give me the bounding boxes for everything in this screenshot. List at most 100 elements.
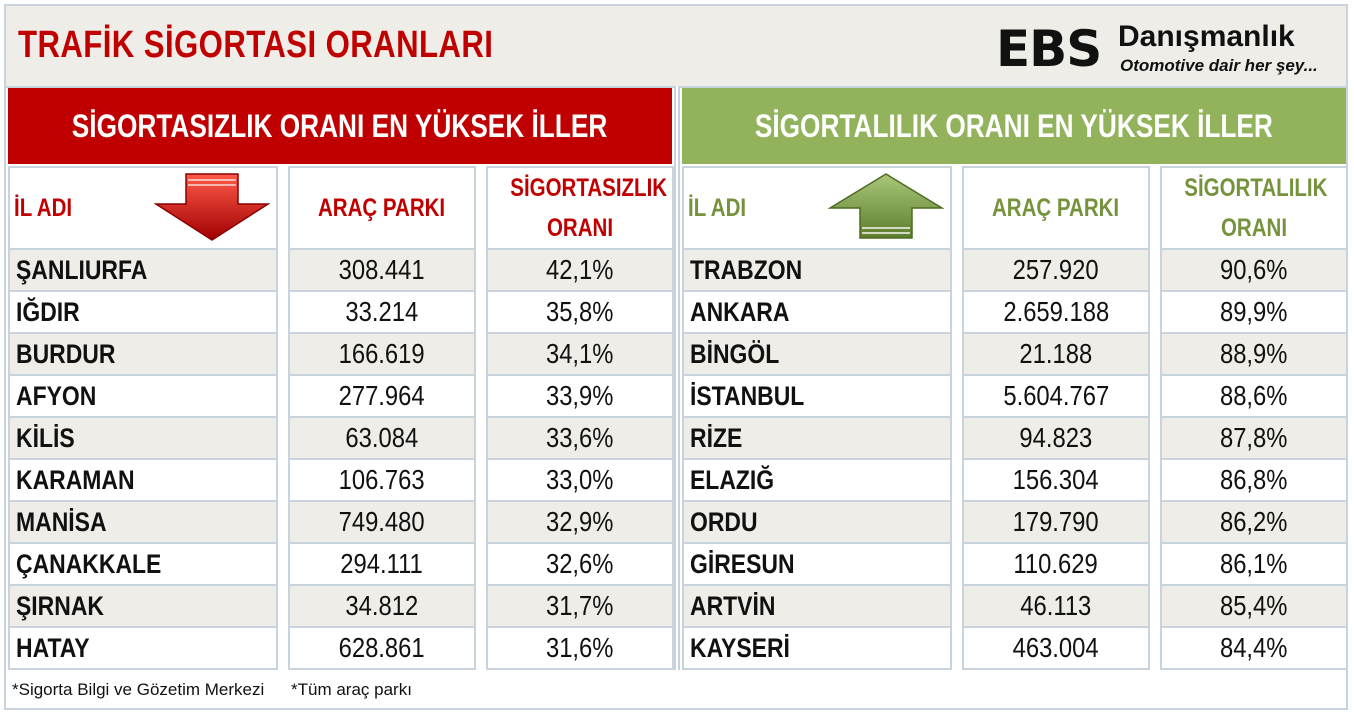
- province-name: KARAMAN: [16, 464, 135, 495]
- province-name: AFYON: [16, 380, 97, 411]
- left_panel-row-1-name: IĞDIR: [8, 292, 278, 334]
- logo-mark: EBS: [996, 20, 1102, 78]
- rate-value: 88,9%: [1220, 338, 1288, 369]
- right_panel-row-0-name: TRABZON: [682, 250, 952, 292]
- left_panel-row-8-park: 34.812: [288, 586, 476, 628]
- vehicle-park-value: 628.861: [338, 632, 426, 663]
- rate-value: 86,8%: [1220, 464, 1288, 495]
- vehicle-park-value: 21.188: [1019, 338, 1093, 369]
- province-name: BURDUR: [16, 338, 116, 369]
- insured-panel-heading: SİGORTALILIK ORANI EN YÜKSEK İLLER: [682, 88, 1346, 164]
- logo-name: Danışmanlık: [1118, 20, 1295, 53]
- uninsured-heading-text: SİGORTASIZLIK ORANI EN YÜKSEK İLLER: [72, 107, 608, 144]
- right_panel-row-0-park: 257.920: [962, 250, 1150, 292]
- right_panel-row-3-park: 5.604.767: [962, 376, 1150, 418]
- province-name: ANKARA: [690, 296, 790, 327]
- title-bar: TRAFİK SİGORTASI ORANLARI EBS Danışmanlı…: [6, 6, 1346, 88]
- vehicle-park-value: 46.113: [1020, 590, 1092, 621]
- right_panel-row-5-name: ELAZIĞ: [682, 460, 952, 502]
- right_panel-row-4-name: RİZE: [682, 418, 952, 460]
- vehicle-park-value: 33.214: [345, 296, 419, 327]
- footnote-source: *Sigorta Bilgi ve Gözetim Merkezi: [12, 680, 265, 699]
- rate-value: 32,9%: [546, 506, 614, 537]
- right_panel-row-1-rate: 89,9%: [1160, 292, 1348, 334]
- column-header-label: ARAÇ PARKI: [992, 194, 1120, 222]
- vehicle-park-value: 5.604.767: [1003, 380, 1109, 411]
- rate-value: 34,1%: [546, 338, 614, 369]
- province-name: TRABZON: [690, 254, 803, 285]
- right_panel-row-1-park: 2.659.188: [962, 292, 1150, 334]
- right_panel-row-7-name: GİRESUN: [682, 544, 952, 586]
- red-down-arrow-icon: [154, 173, 270, 241]
- rate-value: 31,7%: [546, 590, 614, 621]
- province-name: GİRESUN: [690, 548, 795, 579]
- left_panel-col-header-1: ARAÇ PARKI: [288, 166, 476, 250]
- left_panel-row-7-rate: 32,6%: [486, 544, 674, 586]
- province-name: KİLİS: [16, 422, 75, 453]
- vehicle-park-value: 308.441: [338, 254, 426, 285]
- right_panel-row-9-park: 463.004: [962, 628, 1150, 670]
- left_panel-row-6-rate: 32,9%: [486, 502, 674, 544]
- vehicle-park-value: 2.659.188: [1003, 296, 1109, 327]
- rate-value: 89,9%: [1220, 296, 1288, 327]
- left_panel-row-0-rate: 42,1%: [486, 250, 674, 292]
- right_panel-row-8-rate: 85,4%: [1160, 586, 1348, 628]
- left_panel-row-4-name: KİLİS: [8, 418, 278, 460]
- rate-value: 33,6%: [546, 422, 614, 453]
- left_panel-row-4-rate: 33,6%: [486, 418, 674, 460]
- vehicle-park-value: 277.964: [338, 380, 426, 411]
- left_panel-col-header-2: SİGORTASIZLIK ORANI: [486, 166, 674, 250]
- left_panel-row-4-park: 63.084: [288, 418, 476, 460]
- footnote-park: *Tüm araç parkı: [291, 680, 412, 699]
- province-name: ORDU: [690, 506, 758, 537]
- right_panel-row-6-rate: 86,2%: [1160, 502, 1348, 544]
- vehicle-park-value: 63.084: [345, 422, 419, 453]
- left_panel-row-5-name: KARAMAN: [8, 460, 278, 502]
- column-header-label: İL ADI: [14, 194, 73, 222]
- province-name: BİNGÖL: [690, 338, 780, 369]
- left_panel-row-0-park: 308.441: [288, 250, 476, 292]
- rate-value: 33,9%: [546, 380, 614, 411]
- left_panel-row-7-name: ÇANAKKALE: [8, 544, 278, 586]
- right_panel-row-9-name: KAYSERİ: [682, 628, 952, 670]
- province-name: KAYSERİ: [690, 632, 790, 663]
- right_panel-row-4-park: 94.823: [962, 418, 1150, 460]
- vehicle-park-value: 257.920: [1012, 254, 1100, 285]
- left_panel-row-7-park: 294.111: [288, 544, 476, 586]
- left_panel-row-2-rate: 34,1%: [486, 334, 674, 376]
- left_panel-row-6-name: MANİSA: [8, 502, 278, 544]
- left_panel-row-3-park: 277.964: [288, 376, 476, 418]
- rate-value: 32,6%: [546, 548, 614, 579]
- uninsured-panel-heading: SİGORTASIZLIK ORANI EN YÜKSEK İLLER: [8, 88, 672, 164]
- left_panel-row-9-park: 628.861: [288, 628, 476, 670]
- province-name: İSTANBUL: [690, 380, 805, 411]
- vehicle-park-value: 749.480: [338, 506, 426, 537]
- left_panel-row-1-park: 33.214: [288, 292, 476, 334]
- rate-value: 42,1%: [546, 254, 614, 285]
- province-name: HATAY: [16, 632, 90, 663]
- province-name: MANİSA: [16, 506, 107, 537]
- right_panel-row-6-name: ORDU: [682, 502, 952, 544]
- left_panel-row-9-name: HATAY: [8, 628, 278, 670]
- left_panel-row-5-park: 106.763: [288, 460, 476, 502]
- footnotes: *Sigorta Bilgi ve Gözetim Merkezi *Tüm a…: [12, 680, 434, 700]
- left_panel-row-1-rate: 35,8%: [486, 292, 674, 334]
- vehicle-park-value: 94.823: [1019, 422, 1093, 453]
- left_panel-row-3-name: AFYON: [8, 376, 278, 418]
- province-name: ÇANAKKALE: [16, 548, 162, 579]
- logo-tagline: Otomotive dair her şey...: [1120, 56, 1318, 75]
- rate-value: 85,4%: [1220, 590, 1288, 621]
- left_panel-row-5-rate: 33,0%: [486, 460, 674, 502]
- province-name: ŞIRNAK: [16, 590, 104, 621]
- right_panel-col-header-1: ARAÇ PARKI: [962, 166, 1150, 250]
- right_panel-row-1-name: ANKARA: [682, 292, 952, 334]
- province-name: ELAZIĞ: [690, 464, 775, 495]
- right_panel-row-7-park: 110.629: [962, 544, 1150, 586]
- left_panel-row-9-rate: 31,6%: [486, 628, 674, 670]
- right_panel-row-6-park: 179.790: [962, 502, 1150, 544]
- right_panel-row-2-park: 21.188: [962, 334, 1150, 376]
- province-name: ARTVİN: [690, 590, 776, 621]
- column-header-label: ARAÇ PARKI: [318, 194, 446, 222]
- green-up-arrow-icon: [828, 173, 944, 239]
- rate-value: 90,6%: [1220, 254, 1288, 285]
